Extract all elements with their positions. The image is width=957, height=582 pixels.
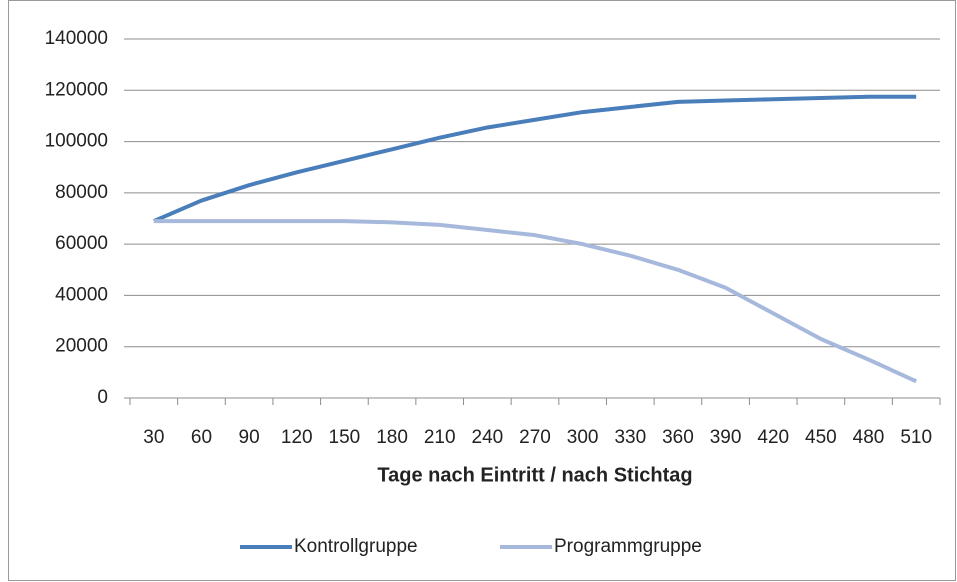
x-tick-label: 30 [143,427,164,448]
x-tick-label: 420 [757,427,789,448]
x-tick-label: 390 [710,427,742,448]
x-tick-label: 180 [376,427,408,448]
legend-label: Kontrollgruppe [294,536,418,557]
y-tick-label: 20000 [55,336,108,357]
x-tick-label: 510 [900,427,932,448]
x-tick-label: 360 [662,427,694,448]
x-axis-title: Tage nach Eintritt / nach Stichtag [377,464,692,486]
legend-label: Programmgruppe [554,536,702,557]
x-tick-label: 120 [281,427,313,448]
x-tick-label: 300 [567,427,599,448]
y-tick-label: 40000 [55,284,108,305]
y-tick-label: 100000 [45,131,108,152]
line-series [153,94,917,223]
x-tick-label: 60 [191,427,212,448]
y-tick-label: 0 [97,387,108,408]
chart-frame [8,0,956,581]
line-series [153,219,918,384]
y-tick-label: 120000 [45,79,108,100]
x-tick-label: 90 [239,427,260,448]
x-tick-label: 210 [424,427,456,448]
x-tick-label: 270 [519,427,551,448]
x-tick-label: 480 [853,427,885,448]
y-tick-label: 60000 [55,233,108,254]
x-tick-label: 330 [614,427,646,448]
y-tick-label: 140000 [45,28,108,49]
y-tick-label: 80000 [55,182,108,203]
x-tick-label: 240 [472,427,504,448]
x-tick-label: 450 [805,427,837,448]
x-tick-label: 150 [329,427,361,448]
